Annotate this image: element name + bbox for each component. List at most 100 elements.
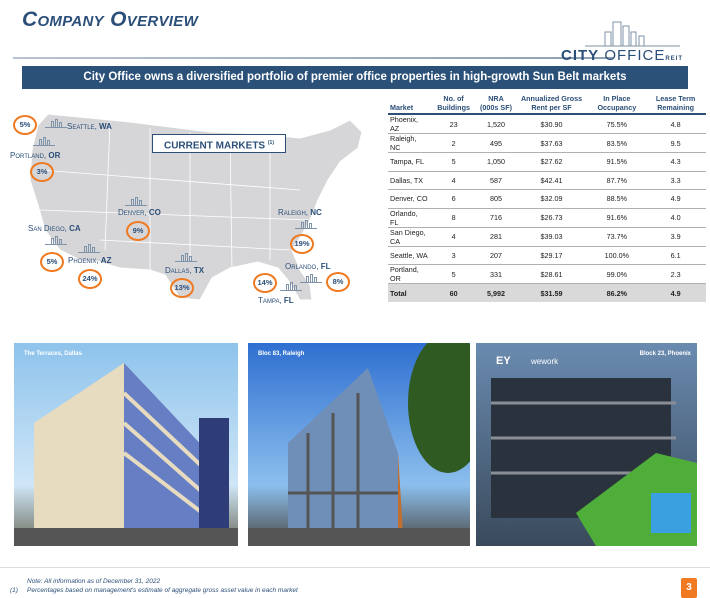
- table-cell: 4.0: [645, 208, 706, 228]
- photo-caption: The Terraces, Dallas: [24, 351, 82, 357]
- table-cell: 331: [477, 264, 515, 285]
- pct-badge-seattle: 5%: [13, 115, 37, 135]
- table-cell: 83.5%: [588, 133, 646, 153]
- pct-badge-tampa: 14%: [253, 273, 277, 293]
- col-buildings: No. of Buildings: [429, 93, 478, 115]
- table-cell: San Diego, CA: [388, 227, 430, 247]
- pct-badge-orlando: 8%: [326, 272, 350, 292]
- table-cell: 8: [429, 208, 478, 228]
- photo-bloc83-raleigh: Bloc 83, Raleigh: [248, 343, 470, 546]
- skyline-logo-icon: [585, 21, 680, 47]
- table-cell: $39.03: [514, 227, 589, 247]
- total-row: Total 60 5,992 $31.59 86.2% 4.9: [388, 283, 706, 303]
- table-header-row: Market No. of Buildings NRA (000s SF) An…: [388, 93, 706, 115]
- col-occupancy: In Place Occupancy: [588, 93, 646, 115]
- col-nra: NRA (000s SF): [477, 93, 515, 115]
- table-cell: 805: [477, 189, 515, 209]
- us-map: [29, 113, 363, 301]
- market-label-tampa: Tampa, FL: [258, 296, 294, 305]
- table-cell: Orlando, FL: [388, 208, 430, 228]
- table-cell: 87.7%: [588, 171, 646, 191]
- city-office-logo: CITY OFFICEREIT: [545, 18, 685, 64]
- table-row: Tampa, FL 5 1,050 $27.62 91.5% 4.3: [388, 152, 706, 172]
- footnote-marker: (1): [10, 587, 18, 594]
- table-cell: 1,520: [477, 114, 515, 134]
- pct-badge-dallas: 13%: [170, 278, 194, 298]
- table-cell: 3: [429, 246, 478, 266]
- table-cell: 5: [429, 264, 478, 285]
- table-cell: 3.9: [645, 227, 706, 247]
- page-number: 3: [681, 578, 697, 598]
- table-cell: Raleigh, NC: [388, 133, 430, 153]
- ey-sign: EY: [496, 355, 511, 367]
- table-cell: 9.5: [645, 133, 706, 153]
- table-cell: 4.3: [645, 152, 706, 172]
- table-row: Portland, OR 5 331 $28.61 99.0% 2.3: [388, 264, 706, 285]
- logo-suffix: REIT: [665, 56, 683, 62]
- pct-badge-portland: 3%: [30, 162, 54, 182]
- table-cell: Tampa, FL: [388, 152, 430, 172]
- table-cell: 716: [477, 208, 515, 228]
- table-cell: Total: [388, 283, 430, 303]
- market-label-portland: Portland, OR: [10, 151, 61, 160]
- building-icon: [175, 253, 197, 262]
- table-cell: $27.62: [514, 152, 589, 172]
- table-cell: 2: [429, 133, 478, 153]
- note-text: Note: All information as of December 31,…: [27, 578, 161, 585]
- title-divider: [13, 57, 613, 59]
- market-label-phoenix: Phoenix, AZ: [68, 256, 112, 265]
- table-row: Dallas, TX 4 587 $42.41 87.7% 3.3: [388, 171, 706, 191]
- table-cell: $42.41: [514, 171, 589, 191]
- table-cell: 99.0%: [588, 264, 646, 285]
- headline-banner: City Office owns a diversified portfolio…: [22, 66, 688, 89]
- photo-terraces-dallas: The Terraces, Dallas: [14, 343, 238, 546]
- table-cell: 5: [429, 152, 478, 172]
- col-lease-term: Lease Term Remaining: [645, 93, 706, 115]
- table-cell: 100.0%: [588, 246, 646, 266]
- col-rent: Annualized Gross Rent per SF: [514, 93, 589, 115]
- table-cell: 4.8: [645, 114, 706, 134]
- building-image: [491, 378, 697, 546]
- table-cell: Denver, CO: [388, 189, 430, 209]
- table-cell: 281: [477, 227, 515, 247]
- market-label-orlando: Orlando, FL: [285, 262, 331, 271]
- building-image: [248, 343, 470, 546]
- pct-badge-denver: 9%: [126, 221, 150, 241]
- building-icon: [45, 236, 67, 245]
- building-icon: [280, 282, 302, 291]
- table-cell: 4.9: [645, 189, 706, 209]
- photo-caption: Bloc 83, Raleigh: [258, 351, 305, 357]
- table-cell: 5,992: [477, 283, 515, 303]
- table-cell: $28.61: [514, 264, 589, 285]
- table-cell: 4: [429, 227, 478, 247]
- col-market: Market: [388, 93, 430, 115]
- market-label-san-diego: San Diego, CA: [28, 224, 81, 233]
- table-cell: 6.1: [645, 246, 706, 266]
- table-cell: Seattle, WA: [388, 246, 430, 266]
- table-cell: Phoenix, AZ: [388, 114, 430, 134]
- pct-badge-phoenix: 24%: [78, 269, 102, 289]
- table-cell: 60: [429, 283, 478, 303]
- table-cell: 91.6%: [588, 208, 646, 228]
- market-label-denver: Denver, CO: [118, 208, 161, 217]
- table-cell: $30.90: [514, 114, 589, 134]
- building-icon: [45, 119, 67, 128]
- table-cell: $26.73: [514, 208, 589, 228]
- market-label-seattle: Seattle, WA: [67, 122, 112, 131]
- building-icon: [33, 137, 55, 146]
- pct-badge-raleigh: 19%: [290, 234, 314, 254]
- building-icon: [125, 197, 147, 206]
- table-cell: 4.9: [645, 283, 706, 303]
- table-cell: 75.5%: [588, 114, 646, 134]
- wework-sign: wework: [531, 357, 559, 366]
- table-cell: 4: [429, 171, 478, 191]
- table-cell: $32.09: [514, 189, 589, 209]
- footer-divider: [0, 567, 710, 568]
- table-row: San Diego, CA 4 281 $39.03 73.7% 3.9: [388, 227, 706, 247]
- current-markets-label: CURRENT MARKETS (1): [152, 134, 286, 153]
- building-icon: [78, 244, 100, 253]
- building-icon: [300, 274, 322, 283]
- table-cell: 1,050: [477, 152, 515, 172]
- table-cell: 495: [477, 133, 515, 153]
- table-row: Denver, CO 6 805 $32.09 88.5% 4.9: [388, 189, 706, 209]
